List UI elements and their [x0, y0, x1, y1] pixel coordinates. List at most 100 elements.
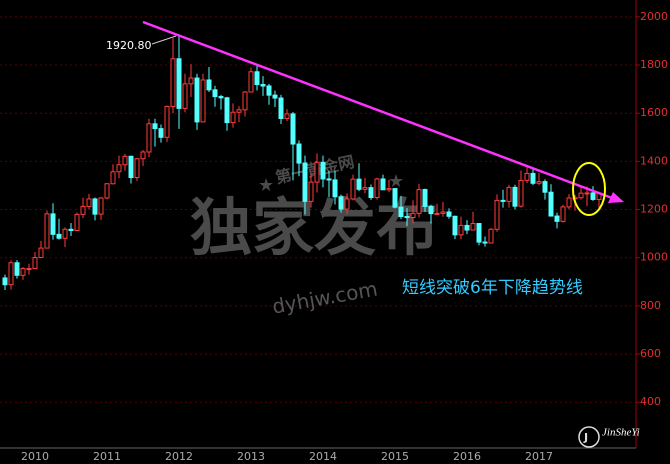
- candle-body: [494, 199, 500, 230]
- candle-body: [116, 164, 122, 173]
- logo-icon: [578, 426, 600, 448]
- candle-body: [266, 85, 272, 96]
- candle-body: [92, 198, 98, 215]
- candle-body: [476, 223, 482, 243]
- peak-leader: [151, 35, 177, 45]
- candle-body: [326, 178, 332, 181]
- candle-body: [416, 189, 422, 214]
- trend-line: [142, 20, 613, 200]
- candle-body: [140, 151, 146, 160]
- candle-body: [380, 178, 386, 191]
- candle-body: [578, 192, 584, 199]
- candle-body: [452, 215, 458, 236]
- candle-body: [338, 196, 344, 210]
- candle-body: [512, 186, 518, 207]
- y-tick-label: 2000: [640, 10, 668, 23]
- peak-label: 1920.80: [106, 39, 152, 52]
- y-tick-label: 400: [640, 395, 661, 408]
- candle-body: [86, 198, 92, 207]
- candle-body: [524, 172, 530, 181]
- candle-body: [404, 216, 410, 219]
- candle-body: [536, 181, 542, 184]
- candle-body: [128, 155, 134, 179]
- watermark-star: ★: [388, 171, 404, 192]
- highlight-ellipse: [572, 162, 606, 216]
- candle-body: [590, 192, 596, 200]
- candle-body: [158, 128, 164, 138]
- x-tick-label: 2010: [21, 450, 49, 463]
- candle-body: [176, 58, 182, 109]
- candle-body: [104, 183, 110, 199]
- candle-body: [368, 187, 374, 199]
- grid: [0, 16, 640, 403]
- candle-body: [290, 113, 296, 145]
- candle-body: [206, 79, 212, 91]
- trend-arrow: [608, 192, 624, 203]
- candle-body: [68, 228, 74, 232]
- candle-body: [20, 268, 26, 276]
- candle-body: [488, 228, 494, 244]
- candle-body: [548, 191, 554, 217]
- candle-body: [248, 71, 254, 93]
- y-tick-label: 800: [640, 299, 661, 312]
- candle-body: [26, 268, 32, 271]
- candle-body: [80, 205, 86, 215]
- candle-body: [554, 215, 560, 222]
- candle-body: [470, 223, 476, 231]
- candle-body: [74, 213, 80, 232]
- candle-body: [122, 155, 128, 166]
- candle-body: [8, 262, 14, 286]
- candle-body: [50, 213, 56, 235]
- candle-body: [170, 58, 176, 107]
- x-tick-label: 2014: [309, 450, 337, 463]
- candle-body: [260, 84, 266, 87]
- candle-body: [398, 206, 404, 218]
- y-tick-label: 1800: [640, 58, 668, 71]
- candle-body: [542, 181, 548, 193]
- candle-body: [194, 77, 200, 123]
- x-tick-label: 2016: [453, 450, 481, 463]
- candle-body: [2, 277, 8, 286]
- y-tick-label: 600: [640, 347, 661, 360]
- candle-body: [188, 77, 194, 85]
- candle-body: [164, 105, 170, 138]
- candle-body: [308, 181, 314, 202]
- candle-body: [374, 178, 380, 199]
- candle-body: [110, 171, 116, 185]
- x-tick-label: 2015: [381, 450, 409, 463]
- candle-body: [218, 96, 224, 99]
- candle-body: [44, 213, 50, 249]
- candle-body: [350, 178, 356, 200]
- candle-body: [284, 113, 290, 120]
- x-tick-label: 2013: [237, 450, 265, 463]
- candle-body: [32, 256, 38, 270]
- candle-body: [278, 97, 284, 120]
- candle-body: [98, 197, 104, 215]
- candle-body: [356, 178, 362, 190]
- logo-text: JinSheYi: [602, 427, 640, 439]
- candle-body: [242, 91, 248, 111]
- candle-body: [38, 247, 44, 258]
- candle-body: [224, 97, 230, 124]
- candle-body: [272, 94, 278, 99]
- candle-body: [230, 111, 236, 124]
- candle-body: [584, 192, 590, 195]
- x-tick-label: 2011: [93, 450, 121, 463]
- candle-body: [392, 188, 398, 208]
- candle-body: [314, 161, 320, 183]
- candle-body: [566, 197, 572, 208]
- candle-body: [500, 199, 506, 202]
- y-tick-label: 1600: [640, 106, 668, 119]
- candle-body: [446, 211, 452, 217]
- candle-body: [254, 71, 260, 86]
- y-tick-label: 1200: [640, 203, 668, 216]
- candle-body: [458, 224, 464, 236]
- candle-body: [344, 198, 350, 210]
- candle-body: [56, 233, 62, 239]
- candle-body: [302, 162, 308, 202]
- candle-body: [386, 188, 392, 191]
- breakout-label: 短线突破6年下降趋势线: [402, 278, 583, 298]
- candle-body: [560, 206, 566, 222]
- candle-body: [482, 241, 488, 244]
